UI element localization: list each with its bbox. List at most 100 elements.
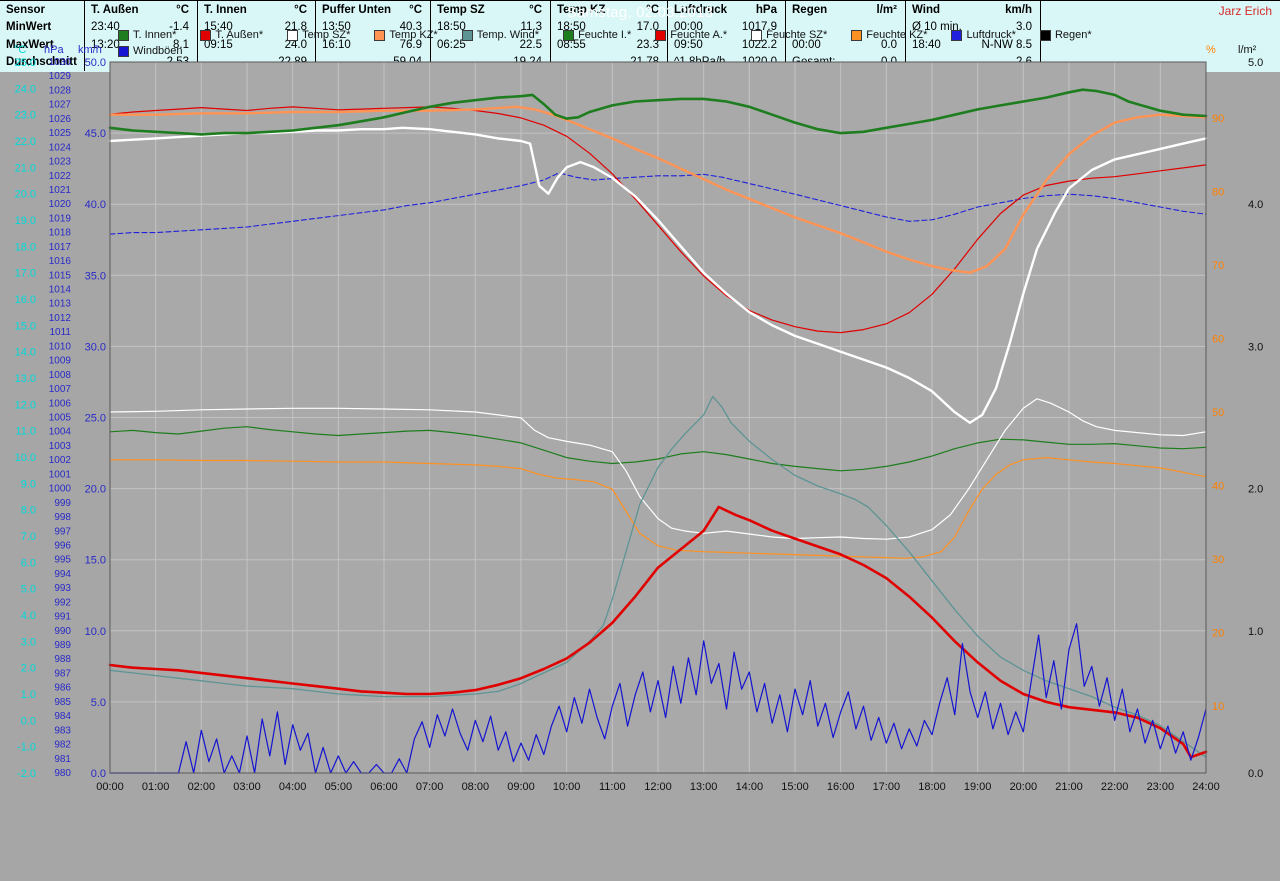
legend-item-temp-sz[interactable]: Temp SZ* bbox=[287, 29, 350, 41]
legend-swatch-icon bbox=[118, 29, 129, 41]
table-cell: 06:25 22.5 bbox=[431, 36, 551, 54]
axis-tick-label: 2.0 bbox=[1248, 484, 1263, 496]
axis-tick-label: 40.0 bbox=[85, 199, 106, 211]
legend-label: Temp KZ* bbox=[389, 29, 438, 41]
axis-tick-label: 12.0 bbox=[15, 399, 36, 411]
table-cell: 18:40 N-NW 8.5 bbox=[906, 36, 1041, 54]
axis-unit-kmh: km/h bbox=[78, 44, 102, 56]
axis-tick-label: 60 bbox=[1212, 333, 1224, 345]
axis-tick-label: 5.0 bbox=[21, 584, 36, 596]
legend-item-feuchte-kz[interactable]: Feuchte KZ* bbox=[851, 29, 927, 41]
axis-tick-label: 992 bbox=[54, 597, 71, 608]
axis-tick-label: 22:00 bbox=[1101, 781, 1129, 793]
axis-tick-label: 1006 bbox=[49, 398, 72, 409]
axis-tick-label: 10 bbox=[1212, 701, 1224, 713]
legend-swatch-icon bbox=[751, 29, 763, 41]
axis-tick-label: 1012 bbox=[49, 313, 72, 324]
axis-tick-label: 1.0 bbox=[1248, 626, 1263, 638]
series-temp_wind bbox=[109, 395, 1207, 758]
legend-item-t-innen[interactable]: T. Innen* bbox=[118, 29, 176, 41]
watermark-author: Jarz Erich bbox=[1218, 4, 1272, 18]
axis-tick-label: 20.0 bbox=[85, 484, 106, 496]
legend-row-2: Windböen bbox=[118, 45, 183, 57]
axis-tick-label: 14:00 bbox=[736, 781, 764, 793]
legend-label: Luftdruck* bbox=[966, 29, 1016, 41]
table-cell: 18:50 11.3 bbox=[431, 18, 551, 36]
axis-tick-label: 993 bbox=[54, 583, 71, 594]
table-cell: Regen l/m² bbox=[786, 1, 906, 19]
axis-tick-label: 03:00 bbox=[233, 781, 261, 793]
legend-swatch-icon bbox=[951, 29, 963, 41]
axis-tick-label: 0.0 bbox=[21, 715, 36, 727]
axis-tick-label: 20:00 bbox=[1010, 781, 1038, 793]
axis-tick-label: 997 bbox=[54, 526, 71, 537]
axis-tick-label: 987 bbox=[54, 668, 71, 679]
axis-unit-hpa: hPa bbox=[44, 44, 64, 56]
axis-tick-label: 18.0 bbox=[15, 241, 36, 253]
series-t_innen bbox=[108, 88, 1208, 136]
axis-tick-label: 14.0 bbox=[15, 347, 36, 359]
legend-item-temp-kz[interactable]: Temp KZ* bbox=[374, 29, 438, 41]
axis-tick-label: 998 bbox=[54, 512, 71, 523]
chart-canvas: 25.0 24.0 23.0 22.0 21.0 20.0 19.0 18.0 17.0 16.0… bbox=[15, 57, 1264, 793]
legend-label: T. Innen* bbox=[133, 29, 177, 41]
page-title: Samstag, 02.03.2013 bbox=[566, 4, 714, 21]
legend-item-t-aussen[interactable]: T. Außen* bbox=[200, 29, 263, 41]
axis-tick-label: 21:00 bbox=[1055, 781, 1083, 793]
axis-tick-label: 3.0 bbox=[21, 636, 36, 648]
axis-tick-label: 1009 bbox=[49, 356, 72, 367]
axis-tick-label: 980 bbox=[54, 768, 71, 779]
axis-unit-celsius: °C bbox=[14, 44, 27, 56]
axis-tick-label: 983 bbox=[54, 725, 71, 736]
series-feuchte_sz bbox=[109, 398, 1207, 540]
legend-swatch-icon bbox=[374, 29, 386, 41]
axis-tick-label: 1028 bbox=[49, 85, 72, 96]
series-feuchte_a bbox=[109, 106, 1207, 334]
axis-tick-label: 1000 bbox=[49, 484, 72, 495]
series-t_aussen bbox=[108, 505, 1208, 759]
legend-swatch-icon bbox=[563, 29, 575, 41]
axis-tick-label: 1026 bbox=[49, 114, 72, 125]
axis-tick-label: 1003 bbox=[49, 441, 72, 452]
legend-item-luftdruck[interactable]: Luftdruck* bbox=[951, 29, 1016, 41]
axis-tick-label: 6.0 bbox=[21, 557, 36, 569]
axis-tick-label: 1022 bbox=[49, 171, 72, 182]
legend-label: Feuchte SZ* bbox=[766, 29, 828, 41]
legend-label: Temp. Wind* bbox=[476, 29, 540, 41]
axis-tick-label: 0.0 bbox=[91, 768, 106, 780]
axis-tick-label: 1015 bbox=[49, 270, 72, 281]
axis-tick-label: 994 bbox=[54, 569, 71, 580]
axis-tick-label: 4.0 bbox=[1248, 199, 1263, 211]
axis-tick-label: 984 bbox=[54, 711, 71, 722]
axis-tick-label: 8.0 bbox=[21, 505, 36, 517]
axis-tick-label: 50.0 bbox=[85, 57, 106, 69]
axis-tick-label: 1.0 bbox=[21, 689, 36, 701]
axis-tick-label: 35.0 bbox=[85, 270, 106, 282]
axis-tick-label: 9.0 bbox=[21, 478, 36, 490]
plot-border bbox=[109, 61, 1207, 774]
legend-swatch-icon bbox=[1039, 29, 1051, 41]
axis-tick-label: 0.0 bbox=[1248, 768, 1263, 780]
axis-tick-label: 15.0 bbox=[85, 555, 106, 567]
axis-tick-label: 986 bbox=[54, 683, 71, 694]
legend-item-feuchte-i[interactable]: Feuchte I.* bbox=[563, 29, 631, 41]
axis-tick-label: 01:00 bbox=[142, 781, 170, 793]
axis-tick-label: 40 bbox=[1212, 481, 1224, 493]
axis-tick-label: 1027 bbox=[49, 100, 72, 111]
axis-tick-label: 1001 bbox=[49, 469, 72, 480]
axis-tick-label: 1030 bbox=[49, 57, 72, 68]
legend-item-feuchte-a[interactable]: Feuchte A.* bbox=[655, 29, 727, 41]
axis-tick-label: 1020 bbox=[49, 199, 72, 210]
legend-item-feuchte-sz[interactable]: Feuchte SZ* bbox=[751, 29, 827, 41]
legend-item-windboeen[interactable]: Windböen bbox=[118, 45, 183, 57]
axis-tick-label: 5.0 bbox=[1248, 57, 1263, 69]
table-cell: 00:00 0.0 bbox=[786, 36, 906, 54]
legend-item-temp-wind[interactable]: Temp. Wind* bbox=[461, 29, 540, 41]
legend-item-regen[interactable]: Regen* bbox=[1039, 29, 1092, 41]
axis-tick-label: 988 bbox=[54, 654, 71, 665]
axis-tick-label: 1014 bbox=[49, 285, 72, 296]
axis-tick-label: 12:00 bbox=[644, 781, 672, 793]
axis-tick-label: 21.0 bbox=[15, 162, 36, 174]
axis-tick-label: 1018 bbox=[49, 228, 72, 239]
axis-tick-label: 1025 bbox=[49, 128, 72, 139]
